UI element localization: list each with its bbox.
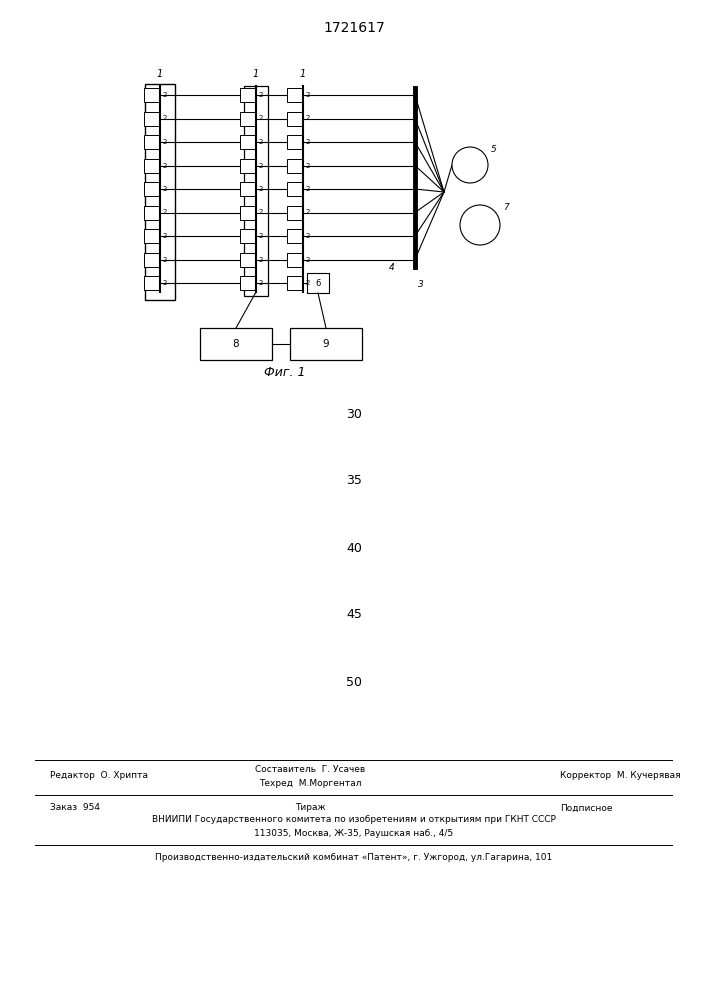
Text: 2: 2 <box>163 139 168 145</box>
Bar <box>240 252 256 266</box>
Text: 2: 2 <box>163 92 168 98</box>
Text: Тираж: Тираж <box>295 804 325 812</box>
Bar <box>144 182 160 196</box>
Bar <box>240 229 256 243</box>
Text: 2: 2 <box>163 256 168 262</box>
Bar <box>144 252 160 266</box>
Text: Производственно-издательский комбинат «Патент», г. Ужгород, ул.Гагарина, 101: Производственно-издательский комбинат «П… <box>156 854 553 862</box>
Text: 2: 2 <box>163 115 168 121</box>
Bar <box>144 111 160 125</box>
Text: 2: 2 <box>306 233 310 239</box>
Text: 2: 2 <box>259 92 264 98</box>
Bar <box>287 158 303 172</box>
Text: 2: 2 <box>306 256 310 262</box>
Text: Техред  М.Моргентал: Техред М.Моргентал <box>259 778 361 788</box>
Text: 2: 2 <box>306 162 310 168</box>
Text: 45: 45 <box>346 608 362 621</box>
Circle shape <box>460 205 500 245</box>
Text: 7: 7 <box>503 203 509 212</box>
Bar <box>290 328 362 360</box>
Text: Фиг. 1: Фиг. 1 <box>264 365 305 378</box>
Text: 2: 2 <box>259 256 264 262</box>
Bar <box>144 276 160 290</box>
Text: 2: 2 <box>259 162 264 168</box>
Bar <box>287 88 303 102</box>
Bar <box>144 206 160 220</box>
Text: +: + <box>464 158 475 172</box>
Text: 2: 2 <box>306 115 310 121</box>
Text: 2: 2 <box>163 162 168 168</box>
Bar <box>240 182 256 196</box>
Text: 35: 35 <box>346 474 362 487</box>
Bar <box>287 111 303 125</box>
Text: 1: 1 <box>300 69 306 79</box>
Bar <box>287 276 303 290</box>
Text: 2: 2 <box>306 139 310 145</box>
Text: 4: 4 <box>390 263 395 272</box>
Text: 2: 2 <box>259 210 264 216</box>
Bar <box>244 86 268 296</box>
Text: 1: 1 <box>253 69 259 79</box>
Bar <box>240 276 256 290</box>
Text: Заказ  954: Заказ 954 <box>50 804 100 812</box>
Text: 2: 2 <box>163 233 168 239</box>
Text: 2: 2 <box>163 280 168 286</box>
Text: 30: 30 <box>346 408 362 422</box>
Text: 2: 2 <box>306 92 310 98</box>
Text: 2: 2 <box>259 233 264 239</box>
Bar <box>144 158 160 172</box>
Text: 2: 2 <box>259 280 264 286</box>
Bar <box>287 229 303 243</box>
Text: 3: 3 <box>418 280 423 289</box>
Bar <box>144 88 160 102</box>
Text: ВНИИПИ Государственного комитета по изобретениям и открытиям при ГКНТ СССР: ВНИИПИ Государственного комитета по изоб… <box>152 816 556 824</box>
Text: 2: 2 <box>259 115 264 121</box>
Text: 2: 2 <box>306 280 310 286</box>
Bar <box>240 206 256 220</box>
Bar <box>200 328 272 360</box>
Bar <box>240 135 256 149</box>
Bar <box>287 252 303 266</box>
Text: Подписное: Подписное <box>560 804 612 812</box>
Text: 1: 1 <box>157 69 163 79</box>
Text: 9: 9 <box>322 339 329 349</box>
Text: 2: 2 <box>163 210 168 216</box>
Text: 8: 8 <box>233 339 239 349</box>
Bar <box>144 229 160 243</box>
Text: Редактор  О. Хрипта: Редактор О. Хрипта <box>50 770 148 780</box>
Text: 2: 2 <box>163 186 168 192</box>
Text: 2: 2 <box>306 210 310 216</box>
Text: 40: 40 <box>346 542 362 554</box>
Bar <box>240 111 256 125</box>
Text: +: + <box>474 219 485 232</box>
Bar <box>240 88 256 102</box>
Bar <box>287 206 303 220</box>
Bar <box>145 84 175 300</box>
Text: 2: 2 <box>259 139 264 145</box>
Bar <box>144 135 160 149</box>
Text: 2: 2 <box>259 186 264 192</box>
Text: Корректор  М. Кучерявая: Корректор М. Кучерявая <box>560 770 681 780</box>
Circle shape <box>452 147 488 183</box>
Text: 113035, Москва, Ж-35, Раушская наб., 4/5: 113035, Москва, Ж-35, Раушская наб., 4/5 <box>255 828 454 838</box>
Text: 6: 6 <box>315 278 321 288</box>
Bar <box>287 182 303 196</box>
Text: Составитель  Г. Усачев: Составитель Г. Усачев <box>255 766 365 774</box>
Bar <box>240 158 256 172</box>
Bar <box>307 273 329 293</box>
Text: 5: 5 <box>491 145 497 154</box>
Text: 2: 2 <box>306 186 310 192</box>
Text: 1721617: 1721617 <box>323 21 385 35</box>
Bar <box>287 135 303 149</box>
Text: 50: 50 <box>346 676 362 688</box>
